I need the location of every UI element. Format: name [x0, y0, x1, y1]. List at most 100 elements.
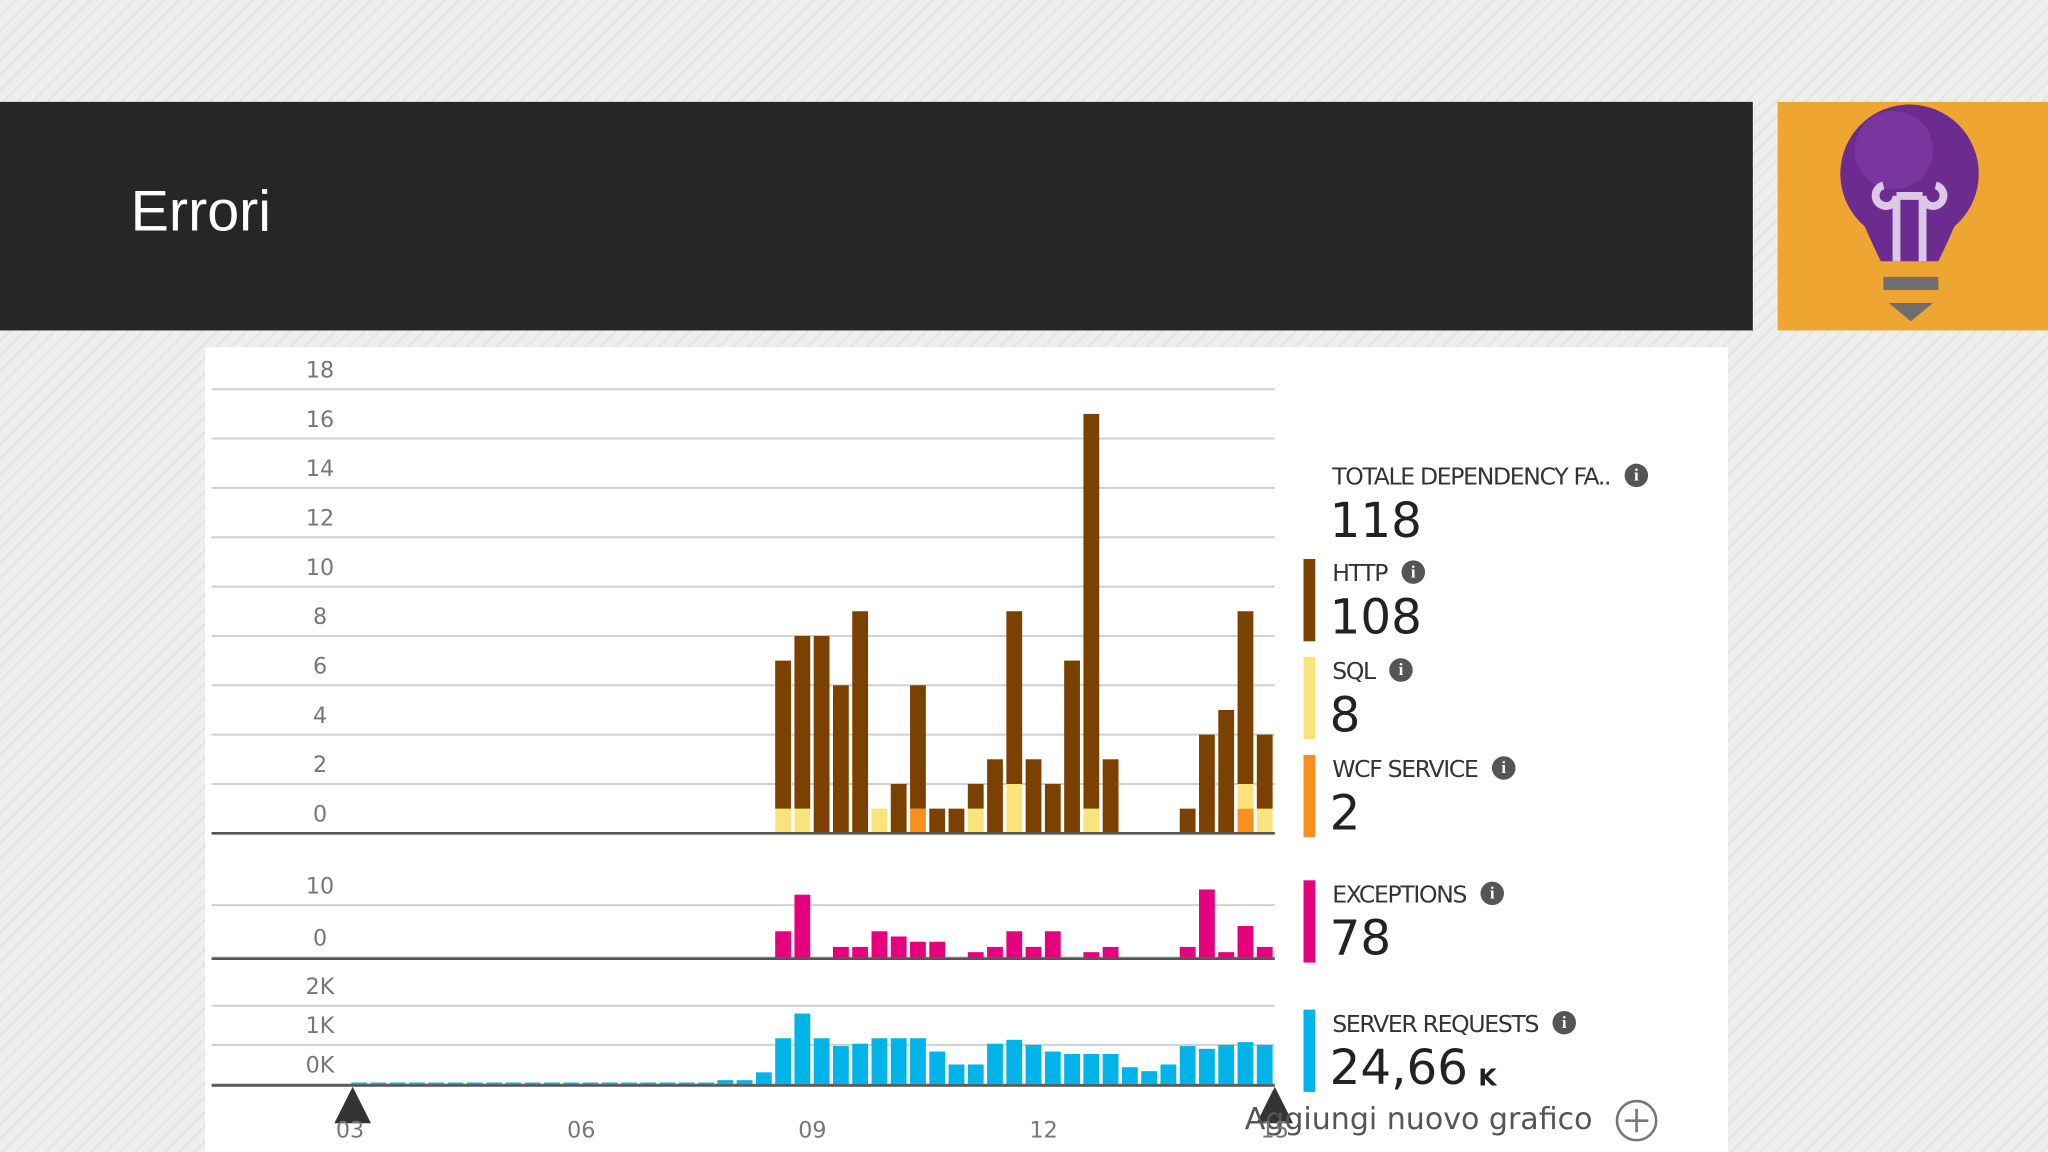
info-icon-glyph: i: [1501, 758, 1506, 777]
legend-total: 78: [1330, 911, 1391, 967]
add-icon[interactable]: [1615, 1099, 1658, 1142]
bar: [1006, 1039, 1023, 1085]
bar: [389, 1082, 406, 1085]
y-tick-label: 0: [313, 926, 327, 952]
bar: [601, 1082, 618, 1085]
bar: [1025, 946, 1042, 958]
bar: [678, 1082, 695, 1085]
info-icon-glyph: i: [1399, 660, 1404, 679]
bar: [544, 1082, 560, 1085]
bar: [466, 1082, 483, 1085]
legend-name: SERVER REQUESTS: [1332, 1010, 1538, 1038]
legend-total: 24,66: [1330, 1040, 1468, 1096]
info-icon: [1389, 658, 1413, 682]
bar: [698, 1082, 714, 1085]
bar: [1064, 1053, 1080, 1085]
bar: [1121, 1067, 1138, 1085]
bar: [1256, 734, 1273, 809]
bar: [1102, 759, 1119, 834]
bar: [1006, 931, 1023, 958]
bar: [871, 1038, 888, 1085]
bar: [1083, 413, 1100, 809]
bar: [813, 635, 830, 834]
bar: [871, 808, 888, 834]
bar: [775, 931, 791, 958]
bar: [1044, 1051, 1061, 1085]
bar: [717, 1080, 734, 1085]
bar: [1237, 783, 1254, 809]
bar: [929, 808, 946, 834]
info-icon: [1491, 756, 1516, 780]
x-tick-label: 03: [336, 1118, 364, 1144]
info-icon-glyph: i: [1634, 466, 1639, 485]
legend-name: SQL: [1332, 657, 1376, 685]
info-icon: [1401, 560, 1426, 584]
bar: [1025, 759, 1042, 834]
legend-name: HTTP: [1332, 559, 1388, 587]
info-icon: [1624, 463, 1649, 488]
bar: [832, 1046, 849, 1085]
y-tick-label: 2K: [306, 974, 336, 1000]
bar: [813, 1038, 830, 1085]
info-icon: [1552, 1010, 1576, 1035]
bar: [929, 941, 946, 958]
x-tick-label: 09: [798, 1118, 826, 1144]
bar: [428, 1082, 445, 1085]
range-handle[interactable]: [1256, 1086, 1294, 1124]
bar: [640, 1082, 657, 1085]
info-icon: [1480, 881, 1505, 906]
bar: [1237, 611, 1254, 784]
bar: [1256, 1044, 1273, 1085]
bar: [852, 1043, 869, 1085]
bar: [1179, 1046, 1196, 1085]
bar: [1102, 1053, 1119, 1085]
y-tick-label: 4: [313, 703, 327, 729]
bar: [794, 1013, 811, 1085]
bar: [370, 1082, 387, 1085]
bar: [890, 783, 907, 834]
bar: [447, 1082, 464, 1085]
bar: [659, 1082, 676, 1085]
bar: [871, 931, 888, 958]
title-banner: [0, 101, 1753, 331]
x-tick-label: 15: [1261, 1118, 1289, 1144]
y-tick-label: 6: [313, 653, 327, 679]
bar: [794, 635, 811, 809]
bar: [1179, 808, 1196, 834]
slide-title: Errori: [131, 180, 271, 244]
bar: [755, 1072, 772, 1085]
bar: [967, 783, 984, 809]
info-icon-glyph: i: [1490, 884, 1495, 903]
legend-swatch: [1303, 1009, 1316, 1092]
range-handle[interactable]: [334, 1086, 371, 1124]
bar: [929, 1051, 946, 1085]
legend-total: 8: [1330, 687, 1361, 743]
y-tick-label: 16: [306, 407, 334, 433]
bar: [1218, 1044, 1235, 1085]
legend-swatch: [1303, 754, 1316, 838]
bar: [987, 946, 1003, 958]
legend-name: EXCEPTIONS: [1332, 881, 1466, 909]
bar: [1218, 952, 1235, 958]
bar: [1199, 1048, 1215, 1085]
bar: [775, 660, 791, 809]
chart-panel: [205, 347, 1728, 1152]
info-icon-glyph: i: [1562, 1013, 1567, 1032]
bar: [582, 1082, 599, 1085]
bar: [775, 808, 791, 834]
legend-summary-total: 118: [1330, 493, 1422, 549]
add-chart-button[interactable]: Aggiungi nuovo grafico: [1245, 1102, 1593, 1137]
bar: [486, 1082, 503, 1085]
bar: [1160, 1064, 1177, 1085]
x-tick-label: 06: [567, 1118, 595, 1144]
bar: [775, 1038, 791, 1085]
bar: [832, 946, 849, 958]
bar: [1237, 926, 1254, 958]
bar: [987, 1043, 1003, 1085]
bar: [409, 1082, 425, 1085]
bar: [832, 685, 849, 834]
bar: [1006, 783, 1023, 834]
logo: [1777, 101, 2048, 331]
y-tick-label: 0K: [306, 1052, 336, 1078]
